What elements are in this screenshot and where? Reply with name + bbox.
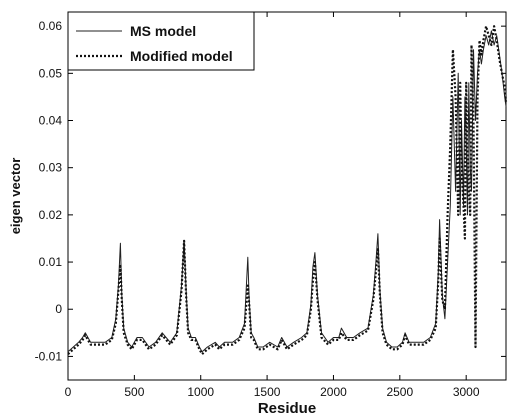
series-layer [67, 25, 508, 356]
x-tick-label: 3000 [453, 385, 480, 399]
y-tick-label: -0.01 [35, 349, 63, 363]
y-tick-label: 0.05 [39, 66, 63, 80]
x-tick-label: 2000 [320, 385, 347, 399]
x-tick-label: 1500 [254, 385, 281, 399]
legend: MS model Modified model [67, 11, 255, 71]
y-tick-label: 0.04 [39, 114, 63, 128]
y-axis-ticks: -0.01 0 0.01 0.02 0.03 0.04 0.05 0.06 [35, 19, 506, 363]
x-tick-label: 0 [65, 385, 72, 399]
x-tick-label: 500 [124, 385, 144, 399]
y-tick-label: 0.01 [39, 255, 63, 269]
legend-label-modified-model: Modified model [130, 48, 233, 64]
x-axis-label: Residue [258, 400, 316, 417]
y-tick-label: 0.02 [39, 208, 63, 222]
x-axis-ticks: 0 500 1000 1500 2000 2500 3000 [65, 12, 480, 399]
x-tick-label: 1000 [187, 385, 214, 399]
y-axis-label: eigen vector [8, 158, 23, 235]
y-tick-label: 0.06 [39, 19, 63, 33]
y-tick-label: 0 [55, 302, 62, 316]
series-line-ms-model [67, 30, 507, 353]
y-tick-label: 0.03 [39, 161, 63, 175]
legend-label-ms-model: MS model [130, 23, 196, 39]
legend-box [67, 11, 255, 71]
x-tick-label: 2500 [386, 385, 413, 399]
plot-frame [67, 11, 507, 381]
series-line-modified-model [67, 25, 508, 356]
